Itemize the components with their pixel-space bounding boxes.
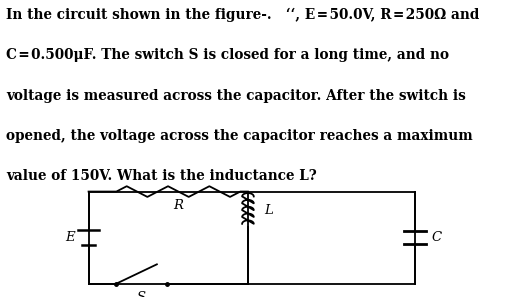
Text: E: E <box>65 231 74 244</box>
Text: C: C <box>430 231 440 244</box>
Text: value of 150V. What is the inductance L?: value of 150V. What is the inductance L? <box>6 169 316 183</box>
Text: R: R <box>173 199 183 212</box>
Text: L: L <box>264 204 272 217</box>
Text: voltage is measured across the capacitor. After the switch is: voltage is measured across the capacitor… <box>6 89 465 102</box>
Text: opened, the voltage across the capacitor reaches a maximum: opened, the voltage across the capacitor… <box>6 129 472 143</box>
Text: In the circuit shown in the figure-.   ‘‘, E = 50.0V, R = 250Ω and: In the circuit shown in the figure-. ‘‘,… <box>6 7 479 22</box>
Text: C = 0.500μF. The switch S is closed for a long time, and no: C = 0.500μF. The switch S is closed for … <box>6 48 448 62</box>
Text: S: S <box>137 291 146 297</box>
